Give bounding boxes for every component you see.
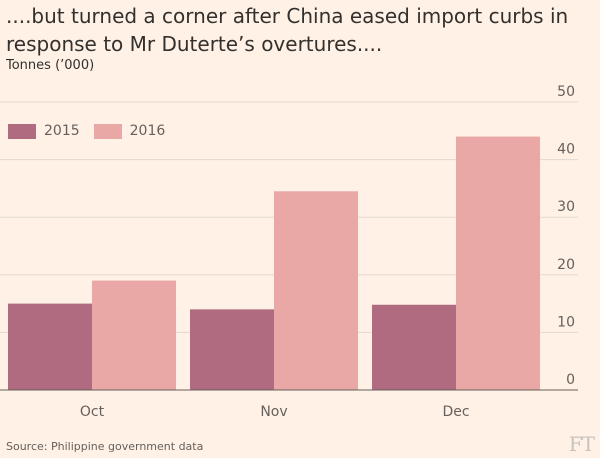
legend-item-2015: 2015 [8,123,80,139]
bar-2015-oct [8,303,92,390]
legend-item-2016: 2016 [93,123,166,139]
legend-label-2015: 2015 [44,123,80,139]
ft-logo: FT [568,432,595,456]
x-tick-label-dec: Dec [442,404,469,420]
y-tick-label-0: 0 [566,372,575,388]
y-axis-unit-label: Tonnes (’000) [6,58,95,73]
x-tick-label-oct: Oct [80,404,105,420]
y-tick-label-30: 30 [557,199,575,215]
bar-2016-nov [274,191,358,390]
source-note: Source: Philippine government data [6,440,204,453]
y-tick-label-20: 20 [557,257,575,273]
bar-chart: 0 10 20 30 40 50 Oct Nov Dec [0,84,578,420]
legend: 2015 2016 [8,123,179,139]
bar-2016-oct [92,280,176,390]
legend-swatch-2015 [8,123,36,139]
bar-2015-nov [190,309,274,390]
x-tick-label-nov: Nov [260,404,287,420]
y-tick-label-10: 10 [557,314,575,330]
y-tick-label-50: 50 [557,84,575,100]
bar-2015-dec [372,304,456,390]
bar-2016-dec [456,136,540,390]
y-tick-label-40: 40 [557,142,575,158]
chart-title: ....but turned a corner after China ease… [6,4,569,56]
legend-label-2016: 2016 [129,123,166,139]
legend-swatch-2016 [93,123,122,139]
